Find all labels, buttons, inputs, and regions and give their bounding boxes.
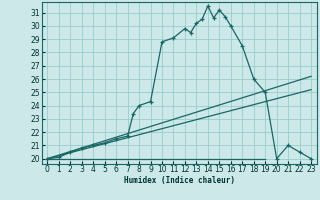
X-axis label: Humidex (Indice chaleur): Humidex (Indice chaleur) — [124, 176, 235, 185]
